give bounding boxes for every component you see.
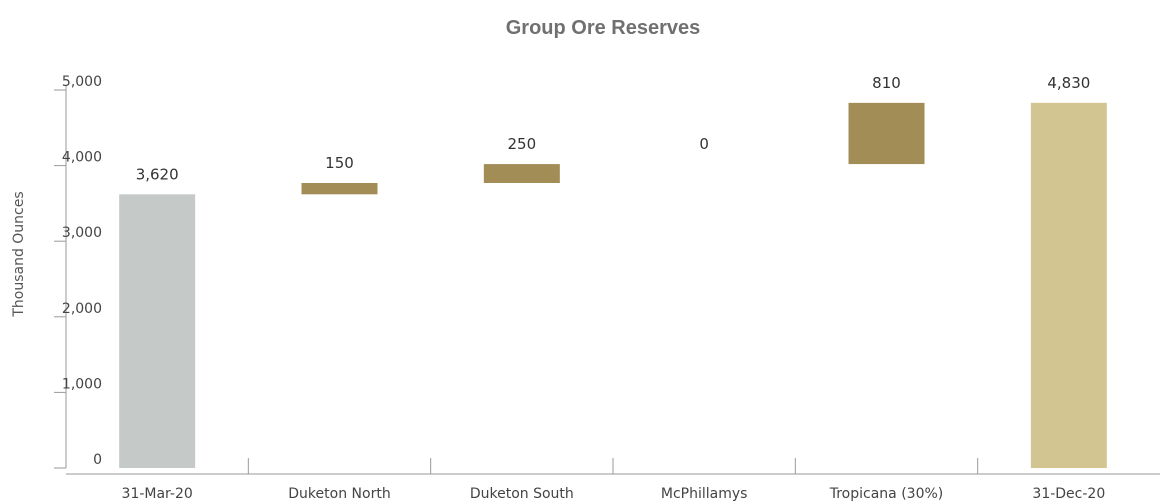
y-tick-label: 2,000 [62,301,102,317]
x-tick-label: 31-Dec-20 [1032,486,1105,502]
x-tick-label: Duketon North [288,486,390,502]
bar [483,164,560,183]
x-tick-label: 31-Mar-20 [122,486,193,502]
bar [119,194,196,468]
y-axis-label: Thousand Ounces [11,191,27,317]
data-label: 250 [508,135,537,153]
data-label: 3,620 [136,165,179,183]
data-label: 150 [325,154,354,172]
y-tick-label: 3,000 [62,225,102,241]
x-tick-label: Duketon South [470,486,574,502]
data-labels: 3,620 150 250 0 810 4,830 [136,74,1091,183]
data-label: 810 [872,74,901,92]
bar [1030,102,1107,469]
chart-title: Group Ore Reserves [506,17,701,39]
y-tick-label: 5,000 [62,74,102,90]
y-tick-label: 1,000 [62,376,102,392]
x-tick-label: Tropicana (30%) [829,486,944,502]
bar [301,182,378,195]
data-label: 4,830 [1047,74,1090,92]
axes: 0 1,000 2,000 3,000 4,000 5,000 31-Mar-20 Duket… [54,74,1160,502]
bars [119,102,1107,469]
x-tick-label: McPhillamys [661,486,748,502]
y-tick-label: 4,000 [62,150,102,166]
bar [848,102,925,165]
data-label: 0 [699,135,709,153]
y-tick-label: 0 [93,452,102,468]
